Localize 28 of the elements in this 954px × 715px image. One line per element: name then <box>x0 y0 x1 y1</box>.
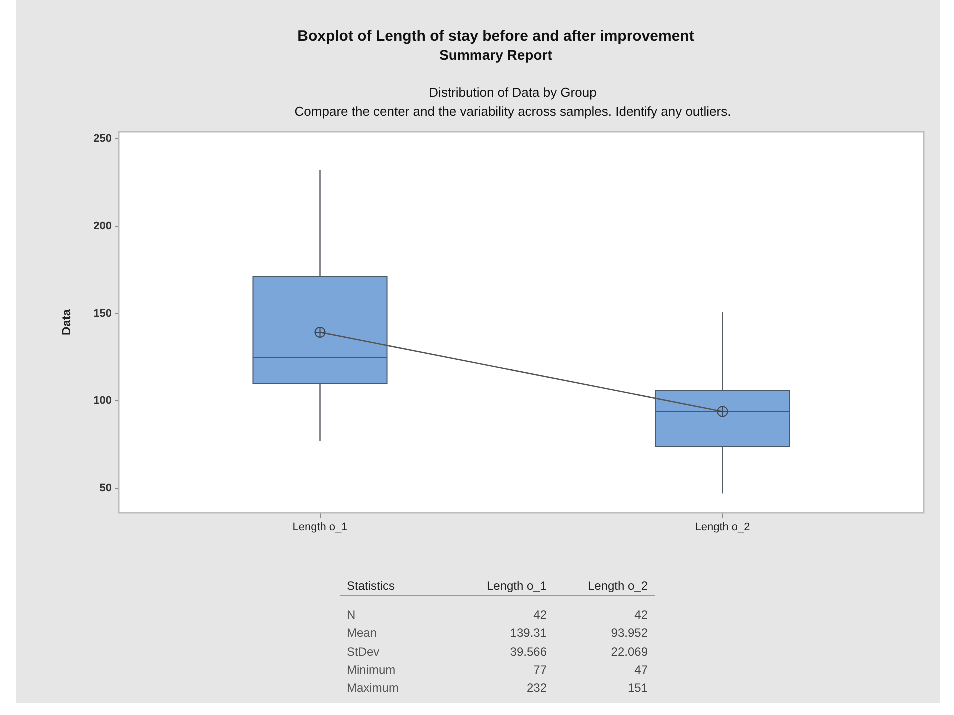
text: 77 <box>532 662 547 677</box>
text: Minimum <box>347 662 397 677</box>
text: 93.952 <box>610 626 648 640</box>
text: StDev <box>347 644 381 659</box>
y-tick-label: 100 <box>94 395 112 408</box>
text: N <box>347 608 357 622</box>
chart-subtitle: Summary Report <box>438 47 554 63</box>
text: Length o_1 <box>486 579 547 593</box>
text: 42 <box>532 608 547 622</box>
text: 151 <box>626 681 648 696</box>
y-tick-label: 50 <box>100 482 112 495</box>
text: Mean <box>347 626 378 640</box>
text: Statistics <box>347 579 396 593</box>
text: 232 <box>526 681 547 696</box>
text: Length o_2 <box>586 579 648 593</box>
text: 39.566 <box>509 644 547 659</box>
y-axis-title: Data <box>60 309 74 336</box>
text: Distribution of Data by Group <box>428 85 598 100</box>
y-tick-label: 150 <box>94 308 112 320</box>
text: Maximum <box>347 681 400 696</box>
text: 47 <box>634 662 648 677</box>
text: 22.069 <box>610 644 648 659</box>
text: 139.31 <box>509 626 547 640</box>
text: Compare the center and the variability across samples. Identify any outliers. <box>294 104 732 119</box>
y-tick-label: 250 <box>94 133 112 146</box>
text: 42 <box>634 608 648 622</box>
chart-title: Boxplot of Length of stay before and after improvement <box>296 28 696 45</box>
y-tick-label: 200 <box>94 220 112 232</box>
